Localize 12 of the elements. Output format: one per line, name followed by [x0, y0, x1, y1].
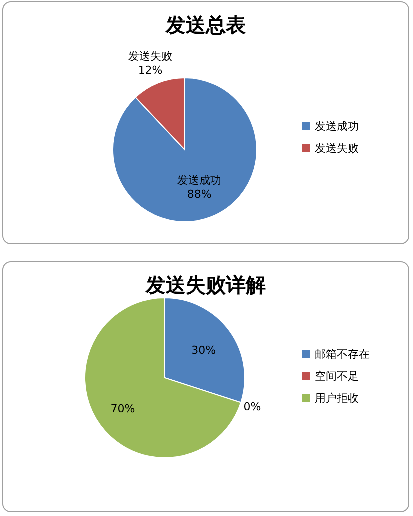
legend-label: 用户拒收 — [315, 392, 359, 405]
legend-label: 空间不足 — [315, 370, 359, 383]
legend-label: 发送成功 — [315, 120, 359, 133]
chart-title: 发送总表 — [165, 13, 246, 37]
text: 0% — [244, 400, 262, 414]
data-label: 70% — [110, 402, 136, 416]
legend-label: 邮箱不存在 — [315, 348, 370, 361]
chart-title: 发送失败详解 — [145, 273, 266, 297]
data-label: 发送失败 12% — [128, 50, 173, 77]
data-label: 30% — [192, 344, 216, 357]
legend-label: 发送失败 — [315, 142, 359, 155]
data-label: 发送成功 88% — [178, 174, 222, 201]
